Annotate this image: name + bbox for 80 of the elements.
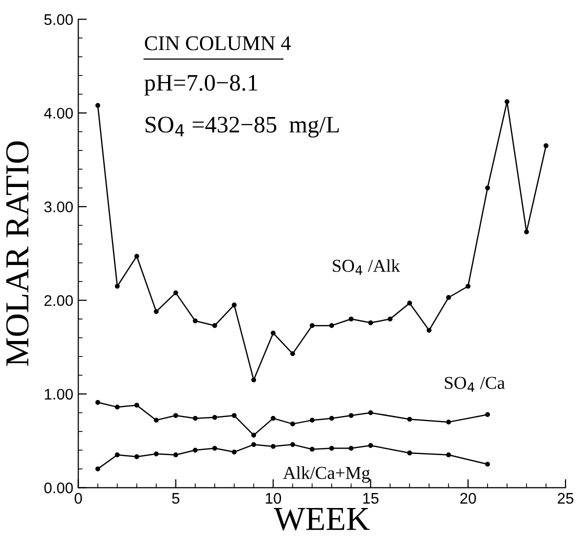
- point: [348, 316, 354, 322]
- point: [173, 452, 178, 458]
- point: [154, 309, 159, 314]
- point: [212, 414, 218, 420]
- x-tick-label: 5: [172, 493, 180, 504]
- point: [485, 412, 490, 418]
- point: [270, 416, 276, 421]
- point: [270, 330, 276, 336]
- x-tick-label: 10: [266, 492, 282, 504]
- point: [95, 103, 100, 108]
- point: [407, 450, 412, 456]
- point: [192, 416, 198, 421]
- point: [310, 446, 315, 452]
- point: [329, 416, 334, 421]
- point: [154, 451, 159, 456]
- point: [329, 446, 334, 451]
- point: [290, 422, 296, 426]
- point: [388, 316, 393, 322]
- point: [446, 420, 452, 424]
- point: [134, 454, 140, 460]
- point: [310, 323, 315, 328]
- point: [173, 290, 178, 296]
- y-tick-label: 5.00: [44, 14, 73, 25]
- y-tick-label: 0.00: [44, 482, 73, 494]
- point: [290, 351, 296, 356]
- point: [368, 410, 374, 416]
- point: [232, 450, 237, 454]
- point: [348, 446, 354, 451]
- point: [114, 452, 120, 458]
- point: [114, 404, 120, 410]
- series-label: SO$_{4}$ /Alk: [332, 259, 400, 275]
- point: [485, 185, 490, 190]
- text: CIN COLUMN 4: [144, 36, 291, 50]
- point: [134, 402, 140, 408]
- y-tick-label: 4.00: [44, 108, 73, 119]
- point: [329, 323, 334, 328]
- y-axis-title: MOLAR RATIO: [6, 141, 29, 366]
- point: [232, 302, 237, 308]
- point: [544, 143, 548, 148]
- point: [114, 284, 120, 289]
- point: [95, 400, 100, 405]
- point: [95, 466, 100, 472]
- point: [212, 323, 218, 328]
- y-tick-label: 2.00: [44, 295, 73, 306]
- point: [407, 300, 412, 306]
- point: [290, 442, 296, 447]
- series-label: Alk/Ca+Mg: [283, 466, 370, 483]
- point: [134, 254, 140, 259]
- point: [212, 446, 218, 451]
- point: [270, 444, 276, 449]
- annotation: pH=7.0−8.1: [144, 74, 258, 96]
- point: [173, 413, 178, 418]
- point: [251, 432, 256, 438]
- point: [310, 418, 315, 423]
- y-tick-label: 1.00: [44, 388, 73, 400]
- point: [154, 418, 159, 423]
- point: [192, 448, 198, 453]
- point: [251, 377, 256, 382]
- y-tick-label: 3.00: [44, 201, 73, 212]
- x-tick-label: 20: [460, 492, 476, 504]
- point: [466, 284, 470, 289]
- x-axis-title: WEEK: [274, 508, 370, 530]
- point: [426, 328, 432, 333]
- series-label: SO$_{4}$ /Ca: [444, 376, 505, 392]
- x-tick-label: 25: [558, 492, 574, 504]
- point: [504, 99, 510, 104]
- point: [348, 413, 354, 418]
- point: [192, 318, 198, 324]
- x-tick-label: 15: [363, 493, 378, 504]
- annotation: SO$_{4}$ =432−85 mg/L: [146, 116, 339, 138]
- point: [485, 462, 490, 467]
- point: [524, 229, 529, 234]
- point: [446, 452, 452, 458]
- point: [368, 320, 374, 326]
- point: [368, 443, 374, 448]
- point: [407, 416, 412, 422]
- x-tick-label: 0: [74, 492, 82, 504]
- point: [446, 295, 452, 300]
- point: [232, 413, 237, 418]
- point: [251, 442, 256, 447]
